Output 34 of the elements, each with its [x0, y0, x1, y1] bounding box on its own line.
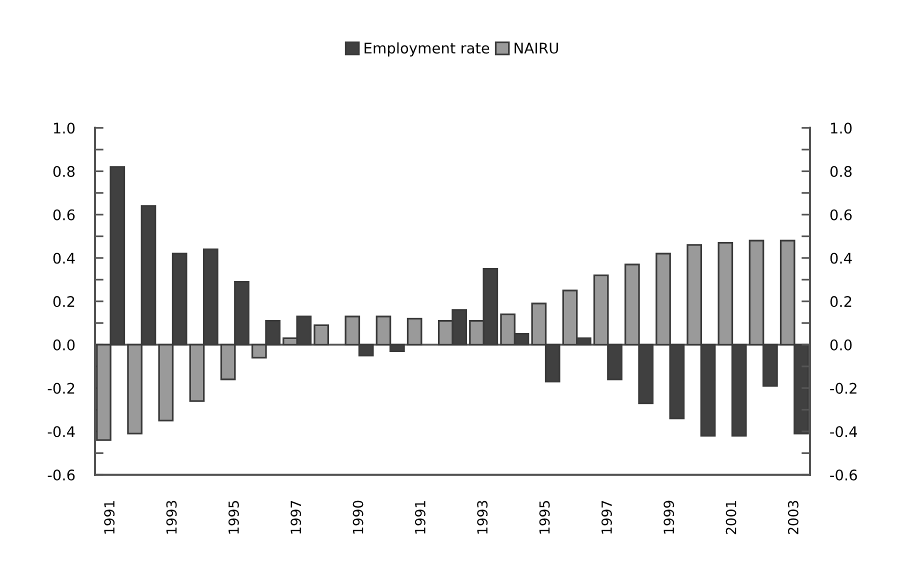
x-tick-label: 1990 [352, 500, 364, 534]
y-tick-label: 0.0 [53, 339, 75, 350]
x-tick-label: 1991 [104, 501, 115, 534]
legend-label: Employment rate [364, 42, 490, 56]
y-tick-label: -0.2 [48, 382, 74, 394]
y2-tick-label: 1.0 [831, 122, 852, 134]
x-tick-label: 2003 [788, 500, 798, 534]
y-tick-label: -0.4 [48, 426, 75, 438]
bar [314, 324, 329, 346]
x-tick-label: 1999 [664, 500, 674, 534]
y2-tick-label: 0.0 [830, 339, 852, 350]
x-tick-label: 1991 [414, 501, 426, 534]
x-tick-label: 1995 [228, 501, 239, 534]
y2-tick-label: -0.6 [830, 470, 857, 481]
y-tick-label: 1.0 [54, 122, 75, 134]
x-tick-label: 1993 [166, 500, 177, 534]
x-tick-label: 1993 [477, 500, 488, 534]
x-tick-label: 1997 [290, 500, 302, 534]
y2-tick-label: 0.2 [830, 296, 852, 308]
x-tick-label: 2001 [726, 501, 736, 534]
y-tick-label: 0.2 [53, 296, 74, 308]
legend-label: NAIRU [514, 42, 558, 54]
y2-tick-label: -0.4 [830, 426, 858, 438]
y2-tick-label: 0.4 [830, 252, 852, 264]
y-tick-label: 0.4 [53, 252, 75, 264]
y-tick-label: -0.6 [48, 470, 75, 481]
y-tick-label: 0.8 [53, 166, 75, 178]
x-tick-label: 1997 [601, 500, 612, 534]
y-tick-label: 0.6 [53, 209, 75, 220]
bar [406, 318, 422, 346]
y2-tick-label: -0.2 [830, 382, 856, 394]
x-tick-label: 1995 [539, 501, 550, 534]
y2-tick-label: 0.6 [830, 209, 852, 220]
y2-tick-label: 0.8 [830, 166, 852, 178]
